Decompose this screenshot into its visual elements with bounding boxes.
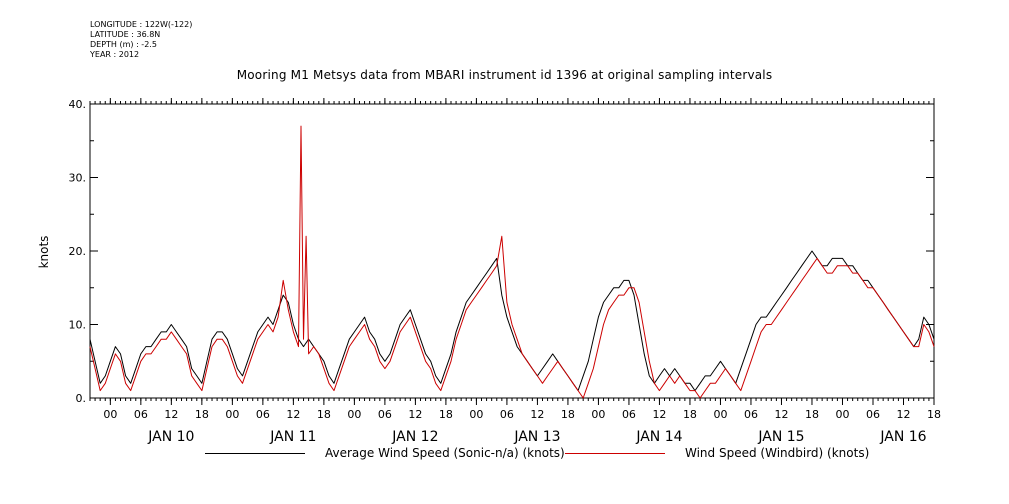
x-hour-label: 18	[683, 408, 697, 421]
legend-item-windbird: Wind Speed (Windbird) (knots)	[565, 446, 869, 460]
x-hour-label: 12	[774, 408, 788, 421]
x-hour-label: 00	[835, 408, 849, 421]
legend: Average Wind Speed (Sonic-n/a) (knots) W…	[0, 446, 1009, 462]
longitude-label: LONGITUDE : 122W(-122)	[90, 20, 193, 29]
x-hour-label: 18	[927, 408, 941, 421]
year-label: YEAR : 2012	[90, 50, 140, 59]
plot-frame	[89, 103, 935, 399]
series-group	[89, 125, 935, 399]
latitude-label: LATITUDE : 36.8N	[90, 30, 161, 39]
x-hour-label: 12	[896, 408, 910, 421]
legend-label-sonic: Average Wind Speed (Sonic-n/a) (knots)	[325, 446, 565, 460]
legend-label-windbird: Wind Speed (Windbird) (knots)	[685, 446, 870, 460]
x-day-label: JAN 12	[391, 429, 438, 445]
x-hour-label: 06	[256, 408, 270, 421]
x-hour-label: 18	[195, 408, 209, 421]
x-hour-label: 06	[866, 408, 880, 421]
x-hour-label: 00	[225, 408, 239, 421]
x-hour-label: 06	[622, 408, 636, 421]
x-hour-label: 00	[103, 408, 117, 421]
x-hour-label: 00	[713, 408, 727, 421]
x-day-label: JAN 11	[269, 429, 316, 445]
x-hour-label: 18	[561, 408, 575, 421]
x-hour-label: 12	[652, 408, 666, 421]
chart-title: Mooring M1 Metsys data from MBARI instru…	[236, 68, 773, 82]
x-day-label: JAN 16	[879, 429, 926, 445]
y-axis-label: knots	[37, 236, 51, 269]
x-hour-label: 12	[408, 408, 422, 421]
x-day-label: JAN 14	[635, 429, 682, 445]
x-hour-label: 06	[744, 408, 758, 421]
x-hour-label: 12	[530, 408, 544, 421]
depth-label: DEPTH (m) : -2.5	[90, 40, 157, 49]
series-line-sonic	[89, 250, 935, 392]
x-hour-label: 00	[469, 408, 483, 421]
y-tick-label: 20.	[69, 245, 87, 258]
x-hour-label: 18	[317, 408, 331, 421]
series-line-windbird	[89, 125, 935, 399]
x-day-label: JAN 10	[147, 429, 194, 445]
x-hour-label: 06	[134, 408, 148, 421]
legend-line-windbird	[565, 452, 665, 454]
axes-group: 0. 10. 20. 30. 40. 00 06 12 18 00 06 12 18 00 06 12 18 00…	[69, 98, 941, 445]
x-hour-label: 12	[286, 408, 300, 421]
x-hour-label: 00	[591, 408, 605, 421]
x-day-label: JAN 15	[757, 429, 804, 445]
x-hour-label: 00	[347, 408, 361, 421]
legend-item-sonic: Average Wind Speed (Sonic-n/a) (knots)	[205, 446, 565, 460]
x-hour-label: 12	[164, 408, 178, 421]
y-tick-label: 40.	[69, 98, 87, 111]
y-tick-label: 10.	[69, 319, 87, 332]
x-hour-label: 18	[805, 408, 819, 421]
metadata-block: LONGITUDE : 122W(-122) LATITUDE : 36.8N …	[90, 20, 192, 60]
x-day-label: JAN 13	[513, 429, 560, 445]
x-hour-label: 18	[439, 408, 453, 421]
y-tick-label: 30.	[69, 172, 87, 185]
legend-line-sonic	[205, 452, 305, 454]
x-hour-label: 06	[378, 408, 392, 421]
y-tick-label: 0.	[76, 392, 87, 405]
x-hour-label: 06	[500, 408, 514, 421]
